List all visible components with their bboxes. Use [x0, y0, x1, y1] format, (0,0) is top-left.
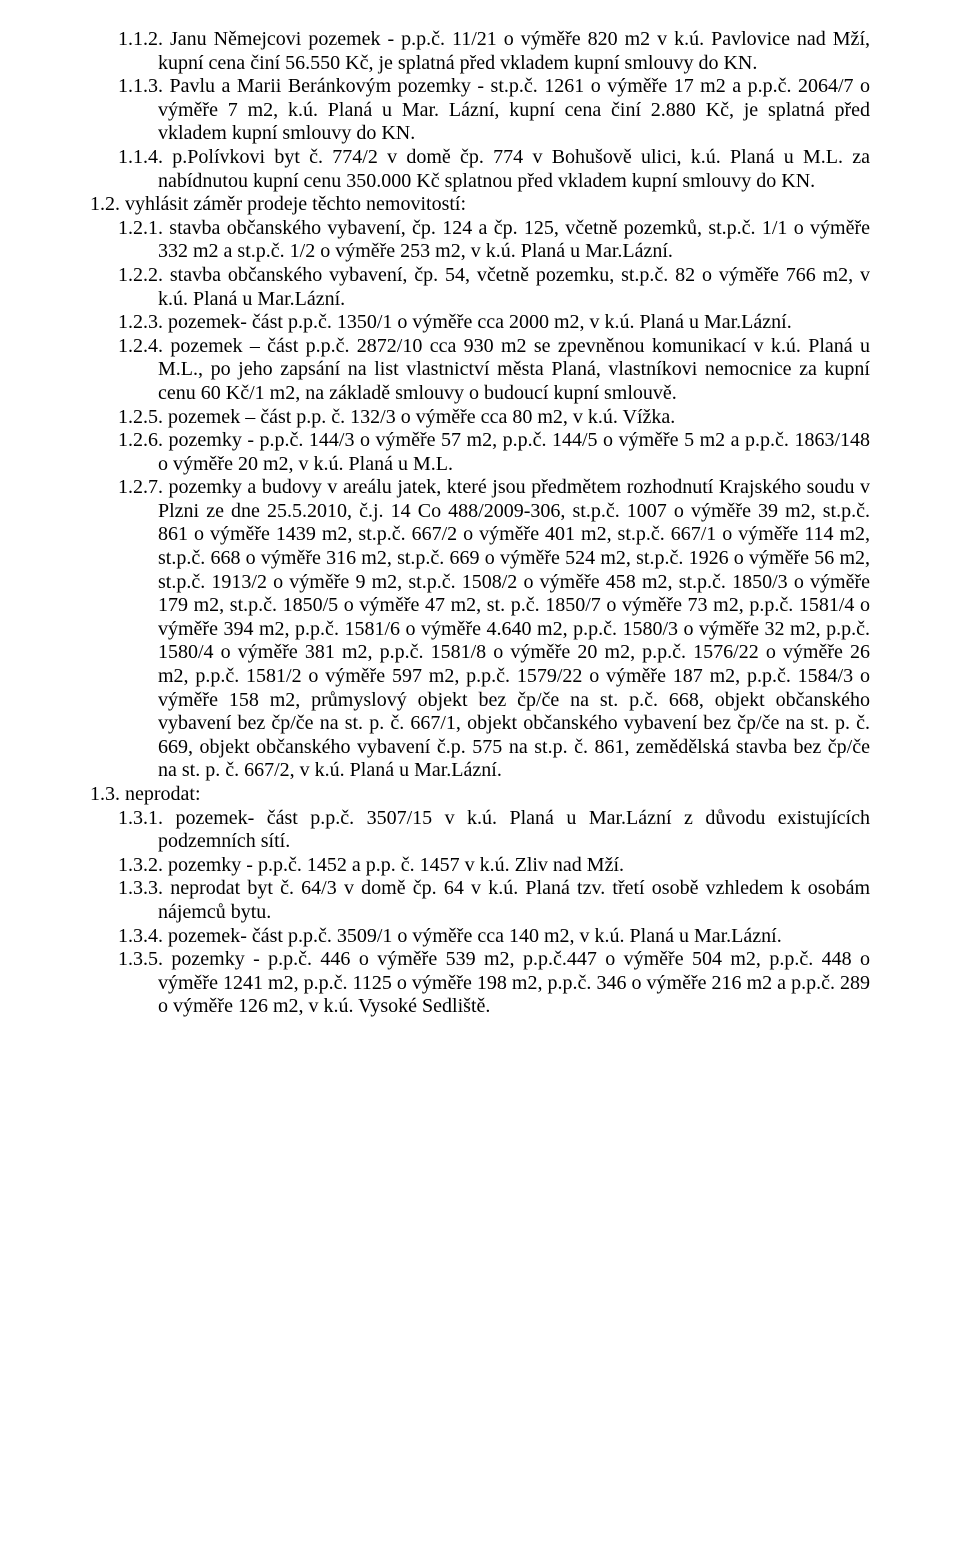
- document-body: 1.1.2. Janu Němejcovi pozemek - p.p.č. 1…: [90, 28, 870, 1019]
- paragraph: 1.2.2. stavba občanského vybavení, čp. 5…: [90, 264, 870, 311]
- paragraph: 1.2.7. pozemky a budovy v areálu jatek, …: [90, 476, 870, 783]
- paragraph: 1.3.4. pozemek- část p.p.č. 3509/1 o vým…: [90, 925, 870, 949]
- paragraph: 1.2.5. pozemek – část p.p. č. 132/3 o vý…: [90, 406, 870, 430]
- paragraph: 1.1.3. Pavlu a Marii Beránkovým pozemky …: [90, 75, 870, 146]
- paragraph: 1.1.2. Janu Němejcovi pozemek - p.p.č. 1…: [90, 28, 870, 75]
- paragraph: 1.3.1. pozemek- část p.p.č. 3507/15 v k.…: [90, 807, 870, 854]
- paragraph: 1.2. vyhlásit záměr prodeje těchto nemov…: [90, 193, 870, 217]
- paragraph: 1.3.5. pozemky - p.p.č. 446 o výměře 539…: [90, 948, 870, 1019]
- paragraph: 1.1.4. p.Polívkovi byt č. 774/2 v domě č…: [90, 146, 870, 193]
- paragraph: 1.3.2. pozemky - p.p.č. 1452 a p.p. č. 1…: [90, 854, 870, 878]
- paragraph: 1.2.3. pozemek- část p.p.č. 1350/1 o vým…: [90, 311, 870, 335]
- paragraph: 1.2.4. pozemek – část p.p.č. 2872/10 cca…: [90, 335, 870, 406]
- paragraph: 1.2.6. pozemky - p.p.č. 144/3 o výměře 5…: [90, 429, 870, 476]
- paragraph: 1.2.1. stavba občanského vybavení, čp. 1…: [90, 217, 870, 264]
- paragraph: 1.3. neprodat:: [90, 783, 870, 807]
- paragraph: 1.3.3. neprodat byt č. 64/3 v domě čp. 6…: [90, 877, 870, 924]
